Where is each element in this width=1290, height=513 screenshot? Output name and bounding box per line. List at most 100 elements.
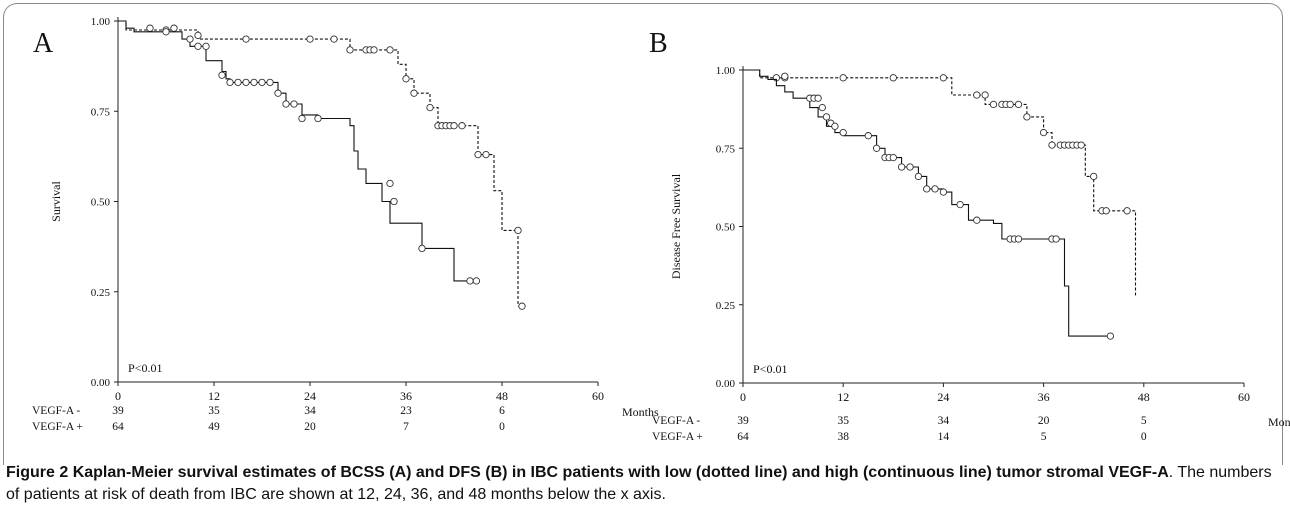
panel-b-censor-mark (1048, 141, 1056, 149)
panel-b-series-vegf-a-positive-curve (743, 69, 1111, 337)
panel-a-x-tick-label: 12 (208, 389, 220, 403)
panel-a-censor-mark (370, 46, 378, 54)
panel-a-censor-mark (314, 114, 322, 123)
panel-a-y-tick-label: 1.00 (91, 16, 111, 28)
panel-b-censor-mark (889, 74, 897, 82)
panel-a-x-tick-label: 36 (400, 389, 412, 403)
panel-b-censor-mark (914, 172, 923, 181)
panel-b-y-tick-label: 1.00 (716, 65, 736, 77)
panel-b-censor-mark (1039, 128, 1048, 137)
panel-b-x-tick-label: 48 (1138, 390, 1150, 404)
panel-b-censor-mark (989, 100, 998, 109)
panel-a-risk-value: 39 (112, 405, 124, 417)
panel-a-censor-mark (474, 150, 482, 159)
caption-title: Kaplan-Meier survival estimates of BCSS … (72, 464, 1169, 481)
panel-b-x-tick-label: 60 (1238, 390, 1250, 404)
panel-b-x-tick-label: 36 (1038, 390, 1050, 404)
panel-a-censor-mark (386, 179, 394, 188)
panel-a-label: A (33, 28, 54, 59)
panel-a-censor-mark (298, 114, 306, 123)
panel-a-censor-mark (250, 78, 258, 87)
panel-a-y-tick-label: 0.50 (91, 197, 111, 209)
panel-a-series-vegf-a-negative-curve (118, 20, 519, 307)
panel-b-censor-mark (872, 144, 881, 152)
panel-a-pvalue: P<0.01 (128, 361, 162, 375)
panel-b-risk-row-label: VEGF-A - (652, 415, 700, 427)
panel-b-censor-mark (1006, 100, 1014, 109)
panel-a-censor-mark (426, 103, 434, 112)
panel-b-censor-mark (1090, 172, 1098, 181)
panel-a-censor-mark (410, 89, 418, 97)
panel-a-censor-mark (282, 100, 290, 108)
panel-a-censor-mark (482, 150, 490, 159)
panel-a-risk-value: 35 (208, 405, 220, 417)
panel-b-censor-mark (889, 153, 897, 162)
panel-a-censor-mark (466, 277, 474, 285)
panel-b-x-tick-label: 0 (740, 390, 746, 404)
panel-b-censor-mark (906, 163, 914, 171)
panel-b-censor-mark (818, 103, 826, 112)
panel-a-censor-mark (266, 78, 274, 87)
panel-a-censor-mark (218, 71, 226, 79)
panel-a-risk-value: 7 (403, 421, 409, 433)
panel-b-series-vegf-a-negative-curve (743, 69, 1137, 296)
panel-b-censor-mark (939, 188, 948, 196)
panel-a-censor-mark (242, 78, 250, 87)
panel-a-y-axis-label: Survival (49, 181, 63, 222)
panel-a-x-axis-label: Months (622, 405, 659, 419)
panel-b-censor-mark (956, 200, 964, 209)
panel-b-censor-mark (1023, 113, 1031, 121)
panel-a-x-tick-label: 24 (304, 389, 316, 403)
panel-a-censor-mark (234, 78, 242, 87)
panel-a-censor-mark (418, 244, 426, 253)
panel-a-censor-mark (458, 122, 466, 130)
panel-b-censor-mark (1106, 332, 1115, 340)
panel-a-censor-mark (518, 302, 526, 310)
panel-a-censor-mark (402, 75, 410, 83)
panel-a-y-tick-label: 0.00 (91, 377, 111, 389)
panel-a-censor-mark (194, 31, 202, 40)
panel-b-censor-mark (781, 72, 789, 80)
panel-b-censor-mark (897, 163, 906, 171)
panel-a-risk-value: 23 (400, 405, 412, 417)
panel-b-x-axis-label: Months (1268, 415, 1290, 429)
panel-a-risk-row-label: VEGF-A + (32, 421, 83, 433)
panel-b-censor-mark (1102, 207, 1110, 215)
panel-a-censor-mark (390, 197, 398, 206)
panel-a-censor-mark (450, 122, 458, 130)
panel-b-censor-mark (1014, 100, 1023, 109)
panel-b-risk-value: 14 (938, 431, 950, 443)
panel-a-censor-mark (514, 226, 522, 235)
panel-b-risk-value: 20 (1038, 415, 1050, 427)
panel-a-risk-row-label: VEGF-A - (32, 405, 80, 417)
panel-b-risk-value: 38 (837, 431, 849, 443)
figure-frame (3, 3, 1283, 465)
panel-a-censor-mark (202, 42, 210, 50)
figure-label: Figure 2 (6, 464, 69, 481)
panel-a-risk-value: 20 (304, 421, 316, 433)
figure-plots: A 0.00 0.25 0.50 0.75 1.00 0 12 24 36 48 60 Survival… (32, 16, 1290, 443)
panel-b-censor-mark (931, 185, 939, 193)
panel-b-censor-mark (981, 91, 989, 99)
panel-b-censor-mark (1014, 235, 1023, 243)
panel-a-risk-value: 49 (208, 421, 220, 433)
panel-b-risk-row-label: VEGF-A + (652, 431, 703, 443)
panel-b-risk-value: 5 (1141, 415, 1147, 427)
panel-b-censor-mark (822, 113, 831, 121)
panel-b-y-tick-label: 0.75 (716, 143, 736, 155)
panel-b-x-tick-label: 24 (937, 390, 949, 404)
panel-a-censor-mark (226, 78, 234, 87)
panel-a-censor-mark (170, 24, 178, 32)
panel-a-risk-value: 6 (499, 405, 505, 417)
panel-a-x-tick-label: 60 (592, 389, 604, 403)
panel-b-y-tick-label: 0.25 (716, 300, 736, 312)
panel-a-censor-mark (194, 42, 202, 50)
panel-b-censor-mark (939, 74, 948, 82)
panel-b-x-tick-label: 12 (837, 390, 849, 404)
panel-b-censor-mark (973, 91, 981, 99)
panel-b-risk-value: 64 (737, 431, 749, 443)
panel-a-y-tick-label: 0.25 (91, 287, 111, 299)
panel-a-risk-value: 64 (112, 421, 124, 433)
panel-a-censor-mark (290, 100, 298, 108)
panel-b-y-tick-label: 0.00 (716, 378, 736, 390)
